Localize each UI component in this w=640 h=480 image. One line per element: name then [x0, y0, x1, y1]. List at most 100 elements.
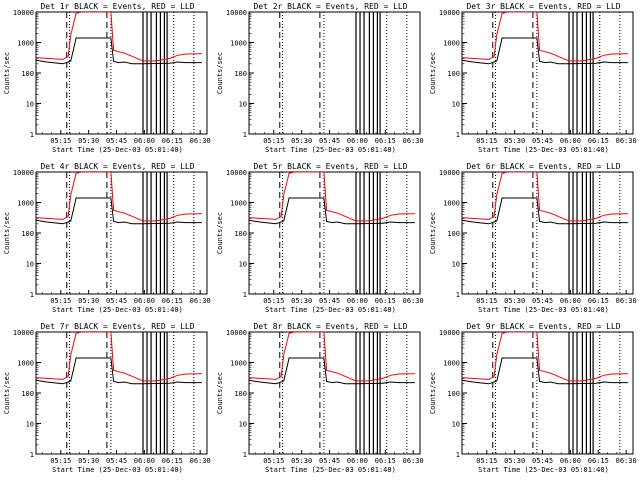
x-tick-label: 06:30: [616, 297, 637, 305]
y-axis-label: Counts/sec: [3, 52, 11, 94]
x-tick-label: 05:30: [78, 457, 99, 465]
y-tick-label: 1: [30, 451, 34, 459]
chart-title: Det 4r BLACK = Events, RED = LLD: [40, 162, 194, 171]
x-axis-label: Start Time (25-Dec-03 05:01:40): [52, 146, 183, 154]
x-tick-label: 06:30: [190, 297, 211, 305]
chart-title: Det 2r BLACK = Events, RED = LLD: [253, 2, 407, 11]
x-tick-label: 06:15: [588, 297, 609, 305]
x-tick-label: 05:30: [504, 457, 525, 465]
plot-frame: [248, 11, 421, 135]
x-axis-label: Start Time (25-Dec-03 05:01:40): [478, 466, 609, 474]
x-tick-label: 06:15: [588, 137, 609, 145]
detector-chart: Det 1r BLACK = Events, RED = LLD 1 10 100 10…: [3, 2, 211, 154]
x-tick-label: 05:15: [476, 457, 497, 465]
detector-chart: Det 7r BLACK = Events, RED = LLD 1 10 100 10…: [3, 322, 211, 474]
events-series-line: [36, 357, 202, 385]
x-tick-label: 06:15: [375, 457, 396, 465]
x-tick-label: 06:00: [134, 457, 155, 465]
y-tick-label: 10000: [13, 9, 34, 17]
x-tick-label: 05:45: [106, 457, 127, 465]
x-axis-label: Start Time (25-Dec-03 05:01:40): [265, 146, 396, 154]
chart-title: Det 8r BLACK = Events, RED = LLD: [253, 322, 407, 331]
lld-series-line: [462, 332, 628, 382]
x-tick-label: 06:15: [162, 297, 183, 305]
y-tick-label: 1: [243, 451, 247, 459]
detector-panel: Det 8r BLACK = Events, RED = LLD 1 10 100 10…: [213, 320, 426, 480]
x-axis-label: Start Time (25-Dec-03 05:01:40): [265, 466, 396, 474]
y-axis-label: Counts/sec: [216, 372, 224, 414]
x-tick-label: 06:00: [347, 457, 368, 465]
plot-frame: [248, 171, 421, 295]
x-tick-label: 05:30: [504, 297, 525, 305]
x-tick-label: 05:30: [78, 137, 99, 145]
y-tick-label: 10000: [226, 9, 247, 17]
detector-panel: Det 2r BLACK = Events, RED = LLD 1 10 100 10…: [213, 0, 426, 160]
plot-frame: [461, 331, 634, 455]
y-tick-label: 100: [447, 70, 460, 78]
detector-panel: Det 9r BLACK = Events, RED = LLD 1 10 100 10…: [426, 320, 639, 480]
x-tick-label: 06:30: [403, 457, 424, 465]
y-tick-label: 1: [243, 291, 247, 299]
events-series-line: [249, 357, 415, 385]
y-tick-label: 10000: [439, 9, 460, 17]
y-tick-label: 10000: [13, 329, 34, 337]
y-tick-label: 10: [26, 101, 34, 109]
x-tick-label: 05:30: [78, 297, 99, 305]
lld-series-line: [462, 12, 628, 62]
y-tick-label: 10000: [226, 329, 247, 337]
lld-series-line: [36, 12, 202, 62]
chart-title: Det 9r BLACK = Events, RED = LLD: [466, 322, 620, 331]
x-tick-label: 06:30: [403, 297, 424, 305]
detector-panel: Det 6r BLACK = Events, RED = LLD 1 10 100 10…: [426, 160, 639, 320]
y-tick-label: 10: [26, 261, 34, 269]
x-tick-label: 06:00: [134, 297, 155, 305]
x-tick-label: 05:15: [50, 297, 71, 305]
y-tick-label: 1: [456, 131, 460, 139]
x-tick-label: 05:45: [532, 137, 553, 145]
x-tick-label: 06:00: [560, 297, 581, 305]
plot-frame: [461, 11, 634, 135]
chart-title: Det 7r BLACK = Events, RED = LLD: [40, 322, 194, 331]
detector-chart: Det 5r BLACK = Events, RED = LLD 1 10 100 10…: [216, 162, 424, 314]
x-tick-label: 06:15: [375, 137, 396, 145]
x-tick-label: 05:15: [263, 297, 284, 305]
y-tick-label: 10: [239, 101, 247, 109]
chart-title: Det 3r BLACK = Events, RED = LLD: [466, 2, 620, 11]
plot-frame: [461, 171, 634, 295]
y-tick-label: 100: [21, 70, 34, 78]
y-tick-label: 10: [239, 261, 247, 269]
y-tick-label: 100: [447, 390, 460, 398]
x-tick-label: 06:30: [616, 457, 637, 465]
x-axis-label: Start Time (25-Dec-03 05:01:40): [478, 306, 609, 314]
lld-series-line: [249, 332, 415, 382]
lld-series-line: [36, 172, 202, 222]
y-axis-label: Counts/sec: [216, 212, 224, 254]
y-tick-label: 1: [30, 291, 34, 299]
y-tick-label: 10: [452, 101, 460, 109]
y-tick-label: 100: [21, 230, 34, 238]
x-tick-label: 06:15: [375, 297, 396, 305]
y-tick-label: 1000: [230, 200, 247, 208]
x-tick-label: 05:30: [504, 137, 525, 145]
detector-panel: Det 5r BLACK = Events, RED = LLD 1 10 100 10…: [213, 160, 426, 320]
y-tick-label: 1000: [443, 360, 460, 368]
x-tick-label: 05:45: [319, 457, 340, 465]
y-tick-label: 100: [21, 390, 34, 398]
plot-frame: [248, 331, 421, 455]
x-tick-label: 05:30: [291, 457, 312, 465]
y-axis-label: Counts/sec: [429, 372, 437, 414]
x-tick-label: 06:30: [616, 137, 637, 145]
y-tick-label: 1: [243, 131, 247, 139]
y-tick-label: 1000: [17, 360, 34, 368]
x-tick-label: 06:00: [560, 457, 581, 465]
y-tick-label: 10: [239, 421, 247, 429]
y-tick-label: 10000: [439, 169, 460, 177]
detector-panel: Det 3r BLACK = Events, RED = LLD 1 10 100 10…: [426, 0, 639, 160]
events-series-line: [462, 357, 628, 385]
x-tick-label: 06:00: [134, 137, 155, 145]
detector-chart: Det 8r BLACK = Events, RED = LLD 1 10 100 10…: [216, 322, 424, 474]
detector-chart: Det 4r BLACK = Events, RED = LLD 1 10 100 10…: [3, 162, 211, 314]
x-tick-label: 05:45: [319, 137, 340, 145]
y-tick-label: 10: [452, 421, 460, 429]
